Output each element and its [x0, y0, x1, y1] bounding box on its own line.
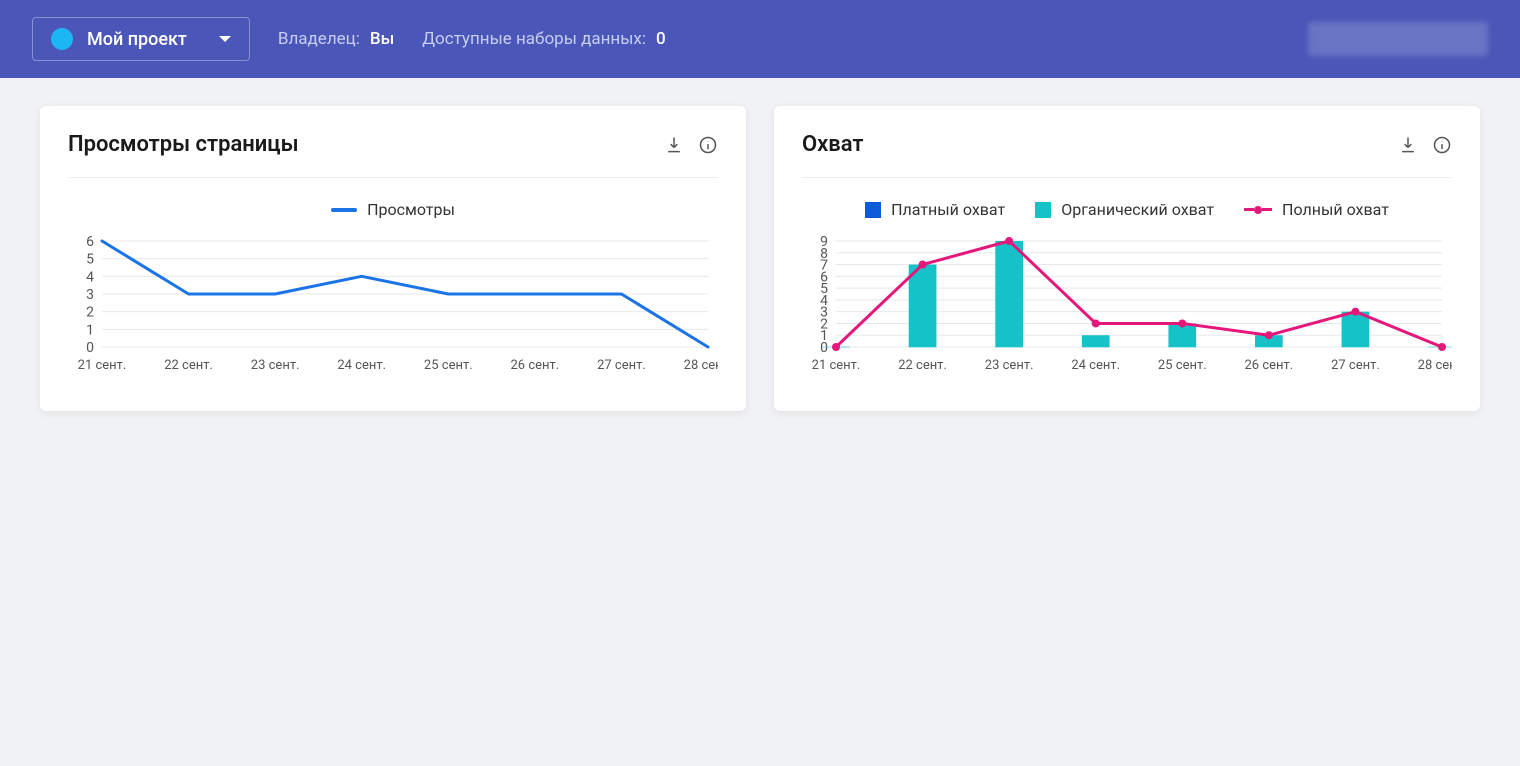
svg-text:26 сент.: 26 сент.: [510, 358, 559, 373]
datasets-value: 0: [656, 29, 666, 49]
svg-text:24 сент.: 24 сент.: [1071, 358, 1120, 373]
chart-legend: Просмотры: [68, 178, 718, 233]
chart-area: 012345678921 сент.22 сент.23 сент.24 сен…: [802, 233, 1452, 383]
svg-text:24 сент.: 24 сент.: [337, 358, 386, 373]
card-title: Охват: [802, 132, 863, 157]
legend-item[interactable]: Просмотры: [331, 200, 455, 219]
svg-text:25 сент.: 25 сент.: [424, 358, 473, 373]
topbar: Мой проект Владелец: Вы Доступные наборы…: [0, 0, 1520, 78]
owner-value: Вы: [370, 29, 394, 49]
svg-text:23 сент.: 23 сент.: [985, 358, 1034, 373]
svg-text:26 сент.: 26 сент.: [1244, 358, 1293, 373]
info-icon[interactable]: [698, 135, 718, 155]
svg-text:27 сент.: 27 сент.: [597, 358, 646, 373]
project-name: Мой проект: [87, 29, 187, 50]
legend-swatch: [331, 208, 357, 212]
legend-item[interactable]: Полный охват: [1244, 200, 1389, 219]
svg-text:23 сент.: 23 сент.: [251, 358, 300, 373]
download-icon[interactable]: [664, 135, 684, 155]
svg-text:22 сент.: 22 сент.: [164, 358, 213, 373]
svg-text:1: 1: [86, 322, 94, 338]
owner-label: Владелец:: [278, 29, 360, 49]
user-area-redacted: [1308, 22, 1488, 56]
svg-text:0: 0: [86, 340, 94, 356]
svg-text:28 сент.: 28 сент.: [684, 358, 718, 373]
download-icon[interactable]: [1398, 135, 1418, 155]
svg-text:25 сент.: 25 сент.: [1158, 358, 1207, 373]
project-color-dot: [51, 28, 73, 50]
legend-label: Органический охват: [1061, 200, 1214, 219]
svg-text:2: 2: [86, 305, 94, 321]
card-header: Охват: [802, 132, 1452, 178]
legend-swatch: [865, 202, 881, 218]
content: Просмотры страницы Просмотры 0 12 3 45 6 21 с…: [0, 78, 1520, 439]
svg-text:28 сент.: 28 сент.: [1418, 358, 1452, 373]
legend-item[interactable]: Платный охват: [865, 200, 1005, 219]
svg-text:21 сент.: 21 сент.: [78, 358, 127, 373]
card-actions: [664, 135, 718, 155]
combo-chart: 012345678921 сент.22 сент.23 сент.24 сен…: [802, 233, 1452, 383]
svg-text:5: 5: [86, 252, 94, 268]
page-views-card: Просмотры страницы Просмотры 0 12 3 45 6 21 с…: [40, 106, 746, 411]
legend-label: Просмотры: [367, 200, 455, 219]
info-icon[interactable]: [1432, 135, 1452, 155]
card-actions: [1398, 135, 1452, 155]
owner-field: Владелец: Вы: [278, 29, 394, 49]
project-selector[interactable]: Мой проект: [32, 17, 250, 61]
legend-swatch: [1244, 206, 1272, 214]
svg-text:22 сент.: 22 сент.: [898, 358, 947, 373]
datasets-label: Доступные наборы данных:: [422, 29, 646, 49]
svg-text:21 сент.: 21 сент.: [812, 358, 861, 373]
svg-text:3: 3: [86, 287, 94, 303]
svg-text:27 сент.: 27 сент.: [1331, 358, 1380, 373]
svg-text:9: 9: [820, 234, 828, 250]
card-title: Просмотры страницы: [68, 132, 299, 157]
legend-item[interactable]: Органический охват: [1035, 200, 1214, 219]
chevron-down-icon: [219, 36, 231, 42]
svg-text:6: 6: [86, 234, 94, 250]
legend-label: Полный охват: [1282, 200, 1389, 219]
chart-area: 0 12 3 45 6 21 сент. 22 сент. 23 сент. 24 сент. 2…: [68, 233, 718, 383]
chart-legend: Платный охват Органический охват Полный ох…: [802, 178, 1452, 233]
datasets-field: Доступные наборы данных: 0: [422, 29, 665, 49]
legend-label: Платный охват: [891, 200, 1005, 219]
legend-swatch: [1035, 202, 1051, 218]
reach-card: Охват Платный охват Органический охват Пол…: [774, 106, 1480, 411]
card-header: Просмотры страницы: [68, 132, 718, 178]
svg-text:4: 4: [86, 269, 94, 285]
line-chart: 0 12 3 45 6 21 сент. 22 сент. 23 сент. 24 сент. 2…: [68, 233, 718, 383]
